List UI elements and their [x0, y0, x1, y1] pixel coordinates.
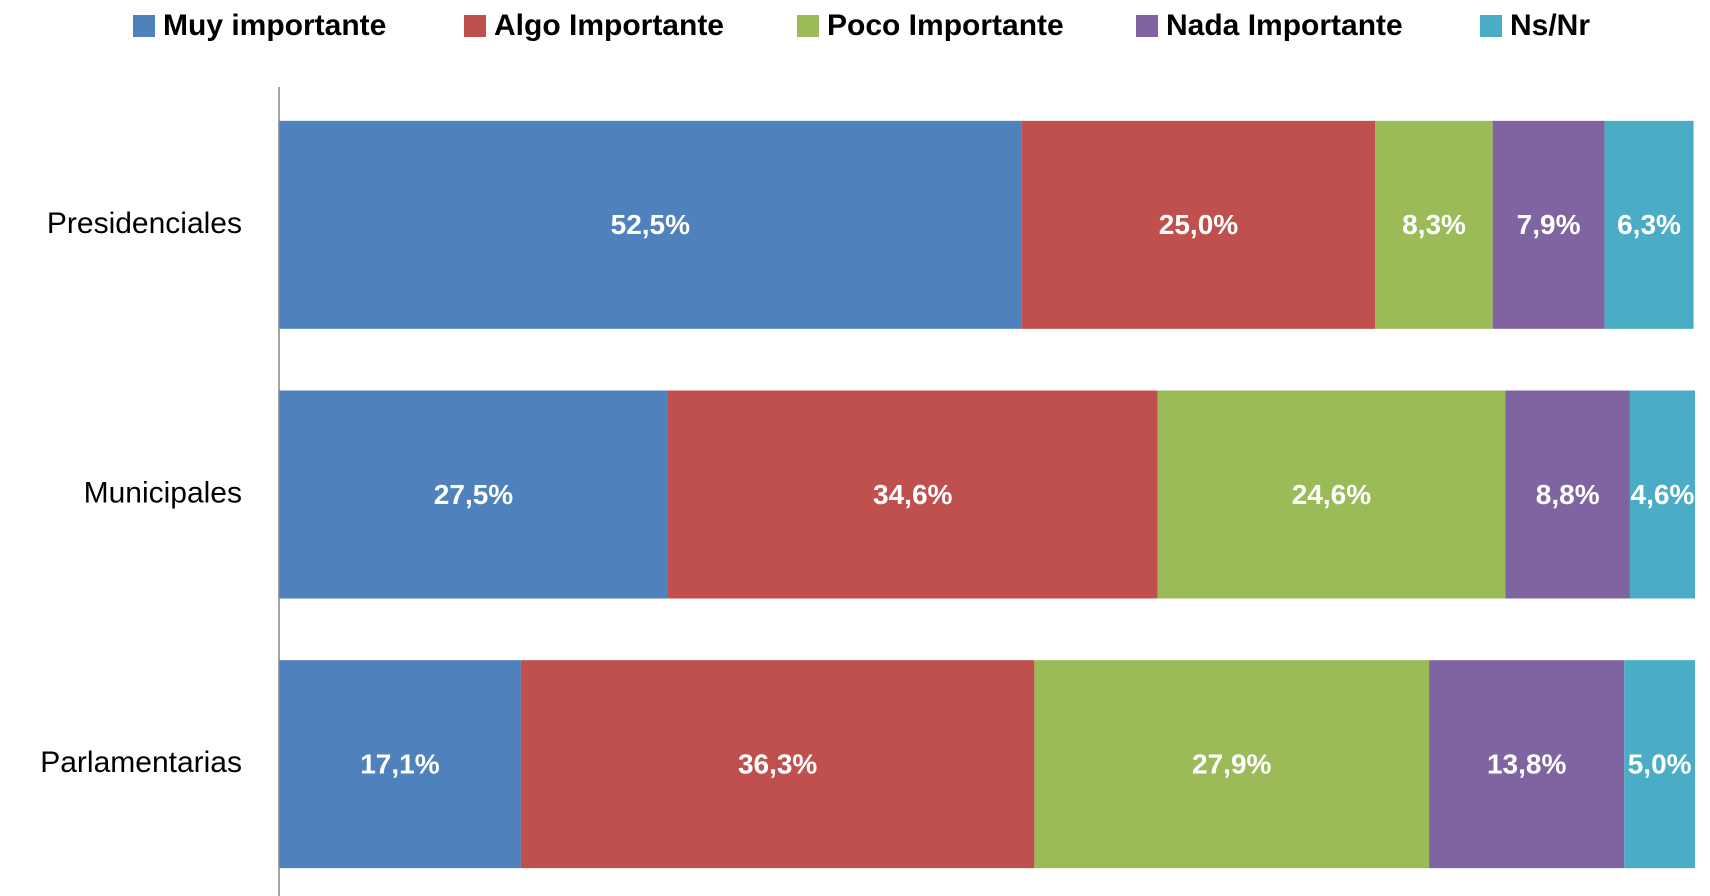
data-label: 5,0% [1628, 749, 1692, 780]
bar-segment [1505, 390, 1630, 599]
data-label: 52,5% [611, 209, 690, 240]
legend-label: Algo Importante [494, 9, 724, 42]
legend-label: Muy importante [163, 9, 386, 42]
data-label: 13,8% [1487, 749, 1566, 780]
data-label: 8,8% [1536, 479, 1600, 510]
bar-segment [668, 390, 1158, 599]
data-label: 7,9% [1517, 209, 1581, 240]
legend-swatch [1480, 15, 1502, 37]
bar-segment [279, 660, 521, 869]
legend-label: Ns/Nr [1510, 9, 1590, 42]
bar-segment [1624, 660, 1695, 869]
data-label: 6,3% [1617, 209, 1681, 240]
data-label: 36,3% [738, 749, 817, 780]
data-label: 8,3% [1402, 209, 1466, 240]
data-label: 4,6% [1631, 479, 1695, 510]
bar-segment [1034, 660, 1430, 869]
legend-swatch [1136, 15, 1158, 37]
data-label: 24,6% [1292, 479, 1371, 510]
y-tick-label: Municipales [84, 476, 242, 509]
y-tick-label: Parlamentarias [40, 746, 242, 779]
bar-segment [279, 390, 669, 599]
bar-segment [1375, 120, 1493, 329]
legend-swatch [797, 15, 819, 37]
bar-segment [1629, 390, 1695, 599]
data-label: 27,9% [1192, 749, 1271, 780]
legend-swatch [133, 15, 155, 37]
data-label: 34,6% [873, 479, 952, 510]
bar-segment [520, 660, 1035, 869]
bar-segment [1157, 390, 1506, 599]
legend-label: Nada Importante [1166, 9, 1403, 42]
legend-swatch [464, 15, 486, 37]
data-label: 27,5% [434, 479, 513, 510]
data-label: 25,0% [1159, 209, 1238, 240]
data-label: 17,1% [360, 749, 439, 780]
bar-segment [1429, 660, 1625, 869]
legend-label: Poco Importante [827, 9, 1064, 42]
bar-segment [1604, 120, 1694, 329]
bar-segment [1021, 120, 1376, 329]
bar-segment [279, 120, 1022, 329]
bar-segment [1492, 120, 1605, 329]
y-tick-label: Presidenciales [47, 207, 242, 240]
